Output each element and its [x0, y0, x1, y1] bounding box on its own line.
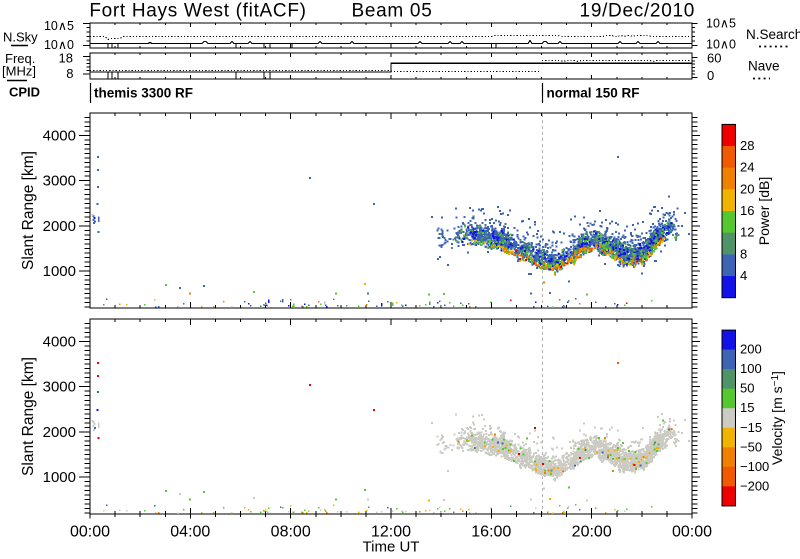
svg-text:100: 100 [740, 361, 762, 376]
svg-text:04:00: 04:00 [170, 524, 210, 541]
svg-text:08:00: 08:00 [271, 524, 311, 541]
svg-text:12:00: 12:00 [371, 524, 411, 541]
svg-text:−200: −200 [740, 478, 769, 493]
svg-text:[MHz]: [MHz] [2, 64, 36, 79]
svg-text:4: 4 [740, 268, 747, 283]
svg-text:20: 20 [740, 181, 754, 196]
svg-text:3000: 3000 [43, 173, 76, 190]
svg-text:12: 12 [740, 225, 754, 240]
svg-text:8: 8 [740, 246, 747, 261]
svg-text:28: 28 [740, 138, 754, 153]
svg-text:Fort Hays West (fitACF): Fort Hays West (fitACF) [89, 1, 306, 22]
svg-text:16:00: 16:00 [471, 524, 511, 541]
svg-text:1000: 1000 [43, 469, 76, 486]
svg-text:4000: 4000 [43, 128, 76, 145]
svg-text:Slant Range [km]: Slant Range [km] [20, 357, 37, 476]
svg-text:Velocity [m s−1]: Velocity [m s−1] [769, 371, 785, 465]
svg-text:10∧5: 10∧5 [706, 17, 736, 31]
svg-text:−15: −15 [740, 420, 762, 435]
svg-text:3000: 3000 [43, 379, 76, 396]
svg-text:20:00: 20:00 [572, 524, 612, 541]
svg-text:normal 150 RF: normal 150 RF [547, 86, 640, 101]
svg-text:1000: 1000 [43, 263, 76, 280]
svg-text:00:00: 00:00 [672, 524, 712, 541]
svg-text:50: 50 [740, 381, 754, 396]
svg-text:themis 3300 RF: themis 3300 RF [94, 86, 193, 101]
svg-text:Nave: Nave [748, 59, 780, 74]
svg-text:8: 8 [66, 66, 73, 81]
svg-text:−50: −50 [740, 439, 762, 454]
svg-text:60: 60 [707, 51, 721, 66]
svg-text:10∧5: 10∧5 [44, 19, 74, 33]
svg-text:0: 0 [707, 68, 714, 83]
svg-text:Power [dB]: Power [dB] [756, 177, 772, 245]
svg-text:15: 15 [740, 400, 754, 415]
svg-text:10∧0: 10∧0 [44, 38, 74, 52]
svg-text:Time UT: Time UT [363, 539, 420, 555]
svg-text:00:00: 00:00 [70, 524, 110, 541]
svg-text:200: 200 [740, 342, 762, 357]
svg-text:Freq.: Freq. [5, 51, 35, 66]
svg-text:Beam 05: Beam 05 [352, 1, 433, 22]
svg-text:2000: 2000 [43, 218, 76, 235]
svg-text:Slant Range [km]: Slant Range [km] [20, 151, 37, 270]
svg-text:4000: 4000 [43, 334, 76, 351]
svg-text:CPID: CPID [9, 85, 40, 100]
svg-text:19/Dec/2010: 19/Dec/2010 [580, 1, 695, 22]
svg-text:24: 24 [740, 160, 754, 175]
svg-text:−100: −100 [740, 459, 769, 474]
svg-text:16: 16 [740, 203, 754, 218]
svg-text:2000: 2000 [43, 424, 76, 441]
svg-text:18: 18 [59, 50, 73, 65]
svg-text:N.Sky: N.Sky [3, 30, 38, 45]
svg-text:N.Search: N.Search [746, 27, 800, 42]
svg-text:10∧0: 10∧0 [706, 38, 736, 52]
